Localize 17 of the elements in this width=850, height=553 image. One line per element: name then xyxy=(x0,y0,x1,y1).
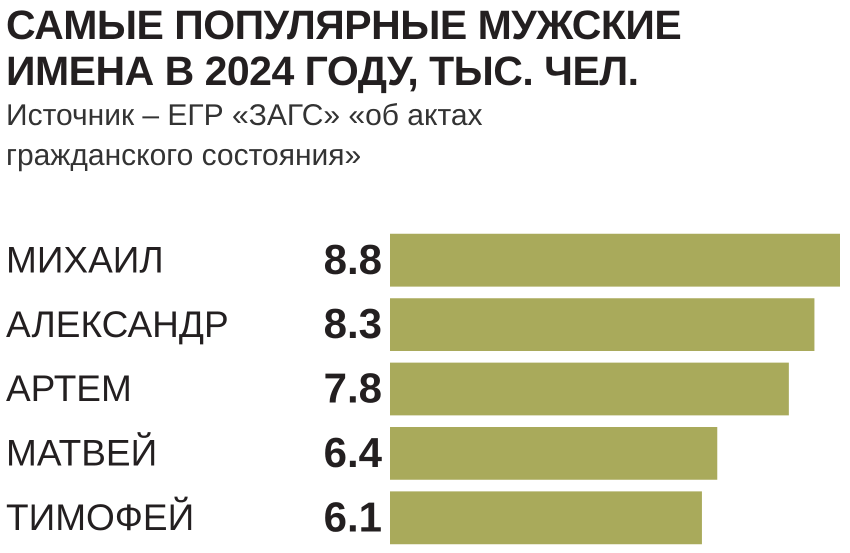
y-tick-label: МАТВЕЙ xyxy=(6,432,158,474)
bar xyxy=(390,491,702,544)
data-label: 7.8 xyxy=(324,364,382,412)
y-tick-label: АЛЕКСАНДР xyxy=(6,304,229,345)
chart-subtitle: Источник – ЕГР «ЗАГС» «об актах гражданского состояния» xyxy=(6,98,484,174)
bar xyxy=(390,426,718,480)
y-tick-label: ТИМОФЕЙ xyxy=(6,496,194,538)
y-tick-label: АРТЕМ xyxy=(6,368,132,410)
data-label: 6.4 xyxy=(324,428,383,476)
data-label: 8.8 xyxy=(324,236,382,283)
chart-title: САМЫЕ ПОПУЛЯРНЫЕ МУЖСКИЕ ИМЕНА В 2024 ГОДУ, ТЫС. ЧЕЛ. xyxy=(6,2,682,94)
bar xyxy=(390,234,840,287)
bar xyxy=(390,298,814,352)
data-label: 8.3 xyxy=(324,300,382,348)
data-label: 6.1 xyxy=(324,493,382,540)
bar xyxy=(390,362,789,416)
y-tick-label: МИХАИЛ xyxy=(6,239,164,280)
